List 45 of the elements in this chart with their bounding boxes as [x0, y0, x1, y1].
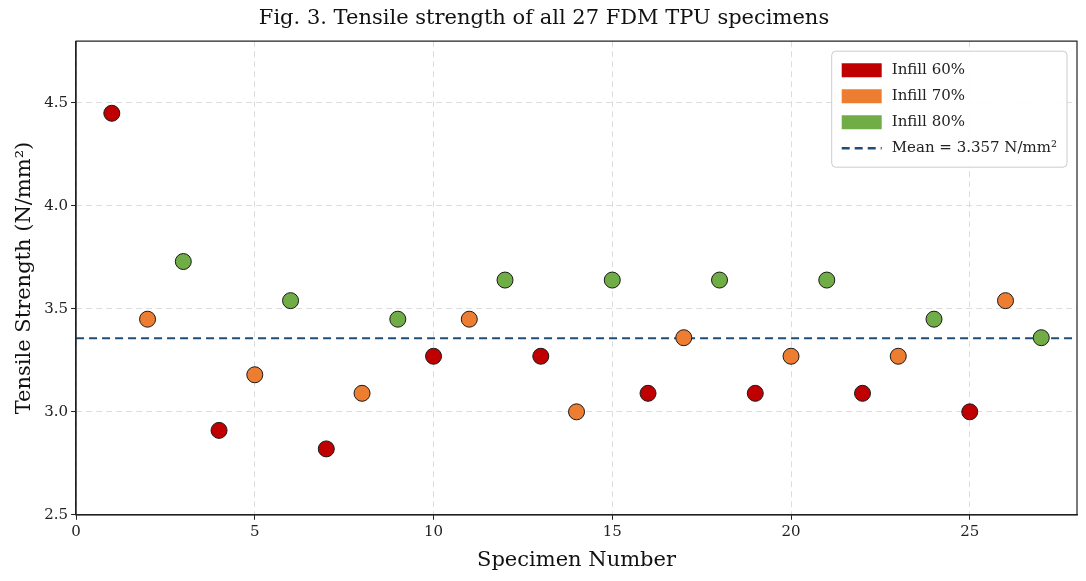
x-tick-label: 10 — [423, 521, 444, 540]
point — [782, 347, 800, 365]
point — [174, 253, 192, 271]
y-axis-title: Tensile Strength (N/mm²) — [11, 141, 36, 415]
x-tick-label: 20 — [781, 521, 801, 540]
point — [925, 310, 943, 328]
point — [246, 366, 264, 384]
point — [139, 310, 157, 328]
point — [603, 271, 621, 289]
x-tick-label: 5 — [250, 521, 260, 540]
point — [639, 384, 657, 402]
point — [532, 347, 550, 365]
y-tick-label: 2.5 — [44, 504, 69, 523]
x-tick-label: 0 — [71, 521, 81, 540]
y-tick-label: 3.0 — [44, 401, 69, 420]
point — [282, 292, 300, 310]
y-tick-label: 3.5 — [44, 298, 69, 317]
point — [568, 403, 586, 421]
x-tick-label: 15 — [602, 521, 622, 540]
point — [746, 384, 764, 402]
point — [103, 104, 121, 122]
legend-label: Infill 80% — [891, 112, 965, 131]
point — [425, 347, 443, 365]
point — [1032, 329, 1050, 347]
x-axis-title: Specimen Number — [477, 546, 677, 571]
point — [460, 310, 478, 328]
legend-label: Infill 70% — [891, 86, 965, 105]
point — [889, 347, 907, 365]
y-tick-label: 4.5 — [44, 92, 69, 111]
point — [210, 421, 228, 439]
point — [818, 271, 836, 289]
point — [675, 329, 693, 347]
point — [854, 384, 872, 402]
y-tick-label: 4.0 — [44, 195, 69, 214]
point — [317, 440, 335, 458]
legend-label: Infill 60% — [891, 60, 965, 79]
point — [961, 403, 979, 421]
point — [389, 310, 407, 328]
chart-title: Fig. 3. Tensile strength of all 27 FDM TPU specimens — [258, 5, 830, 30]
point — [997, 292, 1014, 310]
point — [353, 384, 371, 402]
x-tick-label: 25 — [960, 521, 980, 540]
point — [496, 271, 514, 289]
point — [711, 271, 729, 289]
legend-label: Mean = 3.357 N/mm² — [891, 138, 1057, 157]
